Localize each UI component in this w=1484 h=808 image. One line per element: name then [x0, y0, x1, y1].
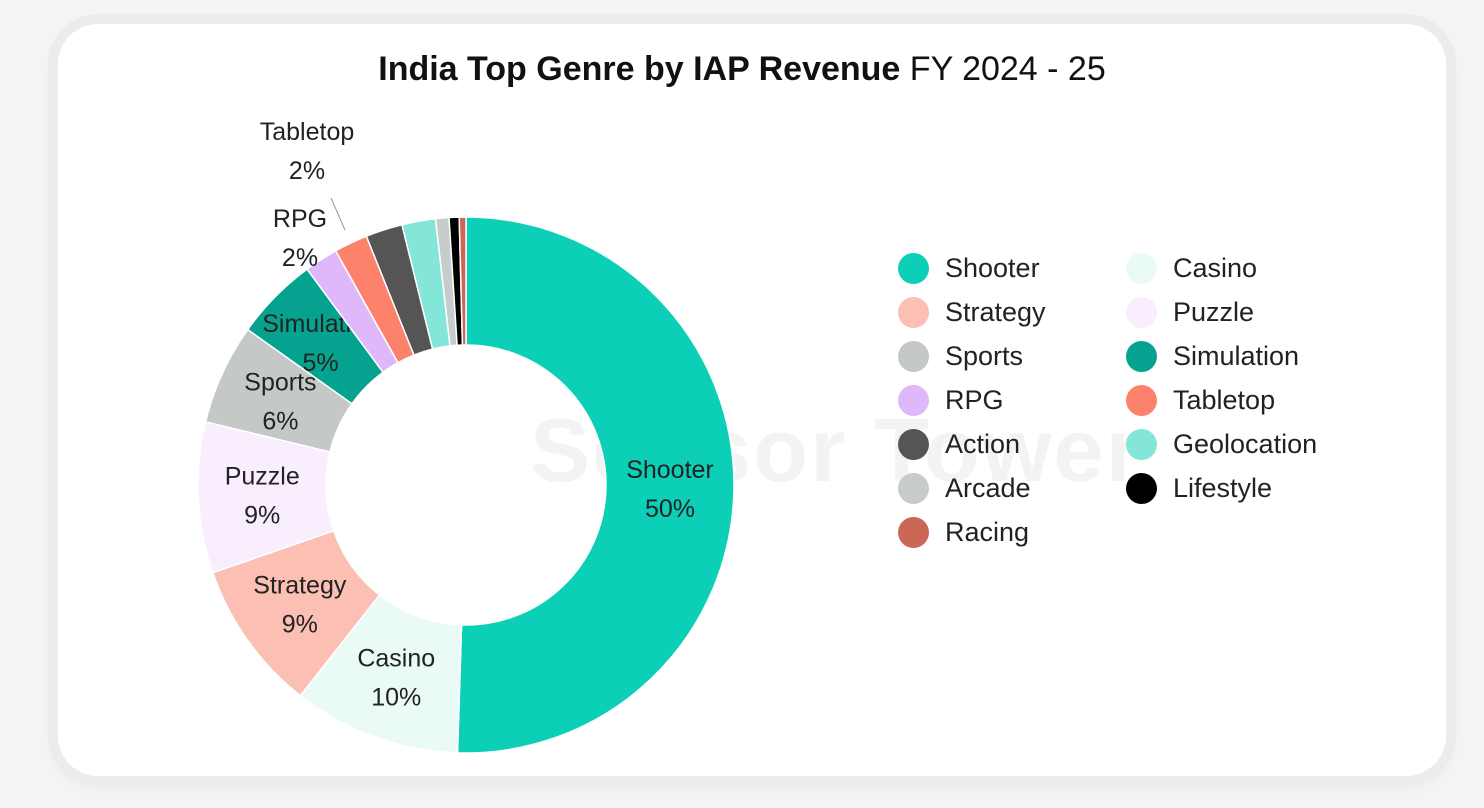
- chart-title: India Top Genre by IAP Revenue FY 2024 -…: [0, 50, 1484, 89]
- legend: Shooter Casino Strategy Puzzle Sports Simulat…: [898, 250, 1346, 550]
- data-label-name-tabletop: Tabletop: [260, 118, 355, 146]
- data-label-value-shooter: 50%: [645, 495, 695, 523]
- legend-item-sports[interactable]: Sports: [898, 338, 1126, 374]
- legend-item-lifestyle[interactable]: Lifestyle: [1126, 470, 1346, 506]
- legend-label: Strategy: [945, 296, 1046, 327]
- legend-swatch-icon: [898, 296, 929, 328]
- title-main: India Top Genre by IAP Revenue: [378, 50, 901, 88]
- legend-swatch-icon: [1126, 252, 1157, 284]
- legend-swatch-icon: [1126, 472, 1157, 504]
- legend-item-shooter[interactable]: Shooter: [898, 250, 1126, 286]
- legend-item-simulation[interactable]: Simulation: [1126, 338, 1346, 374]
- legend-label: Action: [945, 428, 1021, 459]
- legend-label: RPG: [945, 384, 1004, 415]
- data-label-value-simulation: 5%: [303, 349, 339, 377]
- legend-swatch-icon: [898, 384, 929, 416]
- legend-item-action[interactable]: Action: [898, 426, 1126, 462]
- data-label-value-rpg: 2%: [282, 244, 318, 272]
- data-label-name-shooter: Shooter: [626, 456, 714, 484]
- legend-item-racing[interactable]: Racing: [898, 514, 1126, 550]
- legend-swatch-icon: [1126, 384, 1157, 416]
- legend-label: Simulation: [1173, 340, 1300, 371]
- title-subtitle: FY 2024 - 25: [909, 50, 1106, 88]
- slice-racing: [458, 216, 467, 346]
- data-label-value-strategy: 9%: [282, 610, 318, 638]
- legend-swatch-icon: [898, 340, 929, 372]
- legend-swatch-icon: [898, 516, 929, 548]
- legend-label: Geolocation: [1173, 428, 1318, 459]
- data-label-name-rpg: RPG: [273, 205, 327, 233]
- data-label-value-casino: 10%: [371, 684, 421, 712]
- data-label-value-tabletop: 2%: [289, 157, 325, 185]
- legend-label: Puzzle: [1173, 296, 1255, 327]
- legend-item-rpg[interactable]: RPG: [898, 382, 1126, 418]
- legend-label: Shooter: [945, 252, 1040, 283]
- data-label-name-sports: Sports: [244, 368, 316, 396]
- legend-item-puzzle[interactable]: Puzzle: [1126, 294, 1346, 330]
- leader-line-tabletop: [330, 197, 346, 231]
- slice-shooter: [456, 216, 735, 754]
- legend-swatch-icon: [898, 252, 929, 284]
- legend-item-tabletop[interactable]: Tabletop: [1126, 382, 1346, 418]
- data-label-name-puzzle: Puzzle: [225, 463, 300, 491]
- legend-swatch-icon: [1126, 340, 1157, 372]
- legend-swatch-icon: [898, 428, 929, 460]
- legend-label: Casino: [1173, 252, 1258, 283]
- legend-swatch-icon: [1126, 428, 1157, 460]
- legend-item-casino[interactable]: Casino: [1126, 250, 1346, 286]
- legend-label: Racing: [945, 516, 1030, 547]
- legend-label: Sports: [945, 340, 1024, 371]
- data-label-value-sports: 6%: [262, 407, 298, 435]
- legend-swatch-icon: [898, 472, 929, 504]
- legend-swatch-icon: [1126, 296, 1157, 328]
- legend-item-strategy[interactable]: Strategy: [898, 294, 1126, 330]
- data-label-name-casino: Casino: [357, 645, 435, 673]
- legend-item-geolocation[interactable]: Geolocation: [1126, 426, 1346, 462]
- data-label-name-strategy: Strategy: [253, 571, 347, 599]
- data-label-value-puzzle: 9%: [244, 502, 280, 530]
- legend-item-arcade[interactable]: Arcade: [898, 470, 1126, 506]
- legend-label: Lifestyle: [1173, 472, 1273, 503]
- legend-label: Tabletop: [1173, 384, 1276, 415]
- legend-label: Arcade: [945, 472, 1031, 503]
